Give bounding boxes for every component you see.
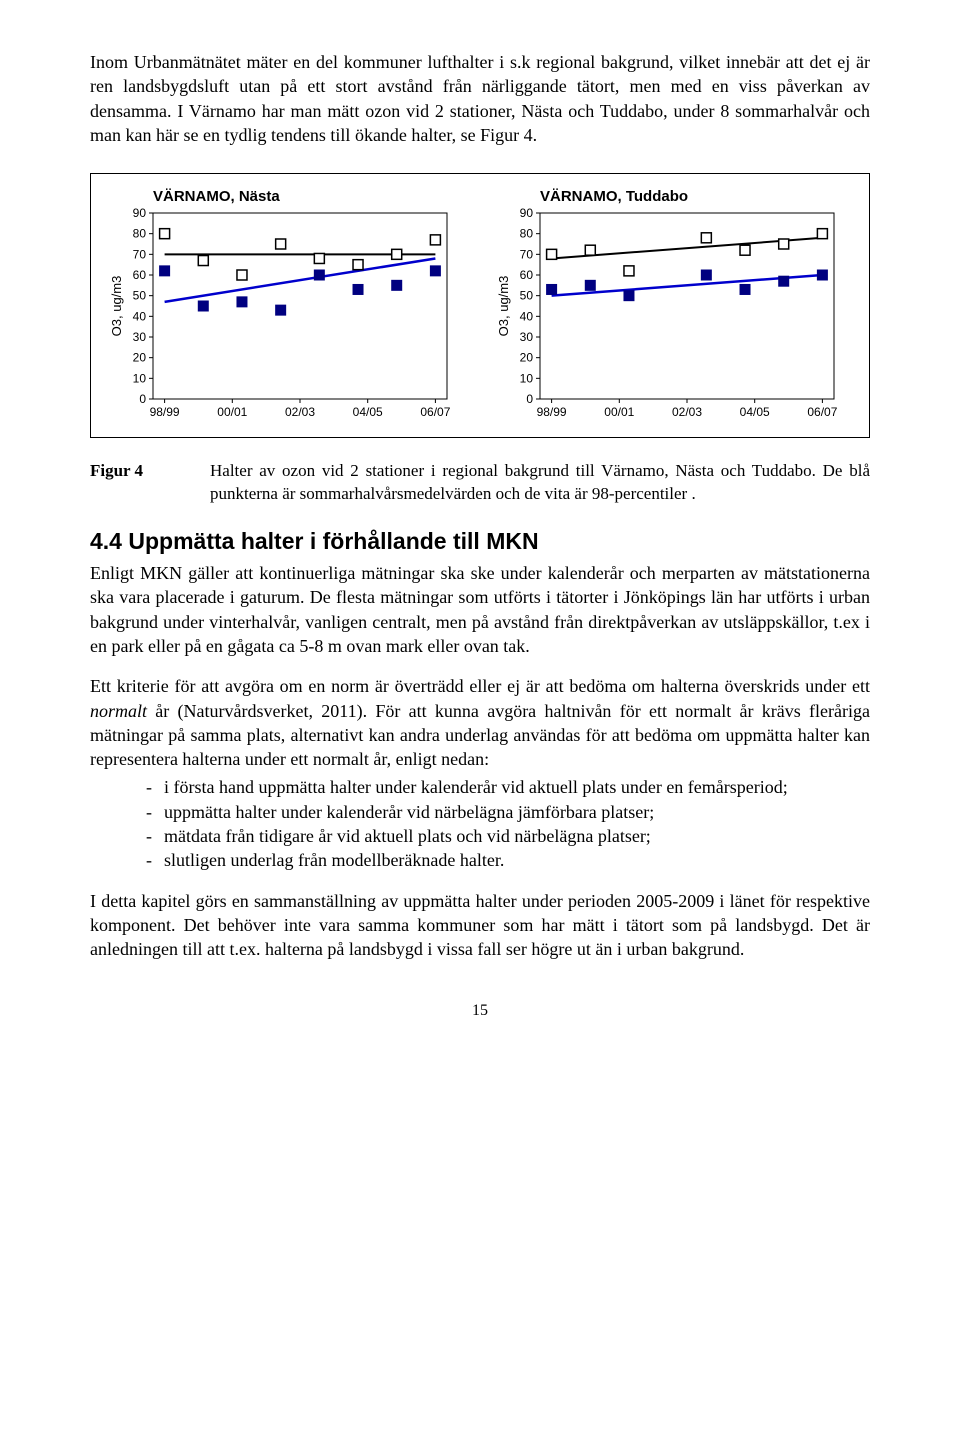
- svg-text:20: 20: [520, 351, 534, 365]
- svg-text:80: 80: [133, 227, 147, 241]
- paragraph-b: Ett kriterie för att avgöra om en norm ä…: [90, 674, 870, 771]
- svg-text:60: 60: [133, 268, 147, 282]
- intro-paragraph: Inom Urbanmätnätet mäter en del kommuner…: [90, 50, 870, 147]
- svg-text:98/99: 98/99: [537, 405, 567, 419]
- svg-text:10: 10: [133, 372, 147, 386]
- svg-text:80: 80: [520, 227, 534, 241]
- chart-right-svg: 0 10 20 30 40 50 60 70 80 90 O3, ug/m3 98/99 00/01 02…: [494, 207, 844, 427]
- svg-text:40: 40: [133, 310, 147, 324]
- section-heading: 4.4 Uppmätta halter i förhållande till M…: [90, 528, 870, 555]
- bullet-item: mätdata från tidigare år vid aktuell pla…: [146, 824, 870, 848]
- svg-text:0: 0: [139, 392, 146, 406]
- svg-text:20: 20: [133, 351, 147, 365]
- paragraph-c: I detta kapitel görs en sammanställning …: [90, 889, 870, 962]
- svg-text:02/03: 02/03: [285, 405, 315, 419]
- para-b-pre: Ett kriterie för att avgöra om en norm ä…: [90, 676, 870, 696]
- svg-text:90: 90: [133, 207, 147, 220]
- para-b-italic: normalt: [90, 701, 147, 721]
- figure-caption: Figur 4 Halter av ozon vid 2 stationer i…: [90, 460, 870, 506]
- svg-text:00/01: 00/01: [604, 405, 634, 419]
- bullet-item: uppmätta halter under kalenderår vid när…: [146, 800, 870, 824]
- svg-text:70: 70: [520, 248, 534, 262]
- chart-right-title: VÄRNAMO, Tuddabo: [540, 188, 853, 205]
- svg-text:02/03: 02/03: [672, 405, 702, 419]
- bullet-item: i första hand uppmätta halter under kale…: [146, 775, 870, 799]
- svg-text:98/99: 98/99: [150, 405, 180, 419]
- svg-text:90: 90: [520, 207, 534, 220]
- bullet-list: i första hand uppmätta halter under kale…: [90, 775, 870, 872]
- chart-right: VÄRNAMO, Tuddabo 0 10 20 30 40 50 60 70 80 90 O3, …: [494, 188, 853, 427]
- figure-caption-label: Figur 4: [90, 460, 210, 506]
- para-b-post: år (Naturvårdsverket, 2011). För att kun…: [90, 701, 870, 770]
- paragraph-a: Enligt MKN gäller att kontinuerliga mätn…: [90, 561, 870, 658]
- svg-text:04/05: 04/05: [740, 405, 770, 419]
- chart-left-svg: 0 10 20 30 40 50 60 70 80 90 O3, ug/m3 98/99 00/01 02…: [107, 207, 457, 427]
- figure-4-container: VÄRNAMO, Nästa 0 10 20 30 40 50 60 70 80 90 O3, ug…: [90, 173, 870, 438]
- svg-text:60: 60: [520, 268, 534, 282]
- svg-text:30: 30: [133, 330, 147, 344]
- chart-left-title: VÄRNAMO, Nästa: [153, 188, 466, 205]
- svg-text:40: 40: [520, 310, 534, 324]
- svg-text:70: 70: [133, 248, 147, 262]
- svg-text:O3, ug/m3: O3, ug/m3: [109, 276, 124, 337]
- chart-left: VÄRNAMO, Nästa 0 10 20 30 40 50 60 70 80 90 O3, ug…: [107, 188, 466, 427]
- svg-text:50: 50: [520, 289, 534, 303]
- page-number: 15: [90, 1002, 870, 1020]
- svg-text:10: 10: [520, 372, 534, 386]
- svg-text:O3, ug/m3: O3, ug/m3: [496, 276, 511, 337]
- svg-text:50: 50: [133, 289, 147, 303]
- svg-text:06/07: 06/07: [807, 405, 837, 419]
- bullet-item: slutligen underlag från modellberäknade …: [146, 848, 870, 872]
- svg-text:30: 30: [520, 330, 534, 344]
- svg-text:00/01: 00/01: [217, 405, 247, 419]
- svg-text:06/07: 06/07: [420, 405, 450, 419]
- svg-text:04/05: 04/05: [353, 405, 383, 419]
- svg-text:0: 0: [526, 392, 533, 406]
- figure-caption-text: Halter av ozon vid 2 stationer i regiona…: [210, 460, 870, 506]
